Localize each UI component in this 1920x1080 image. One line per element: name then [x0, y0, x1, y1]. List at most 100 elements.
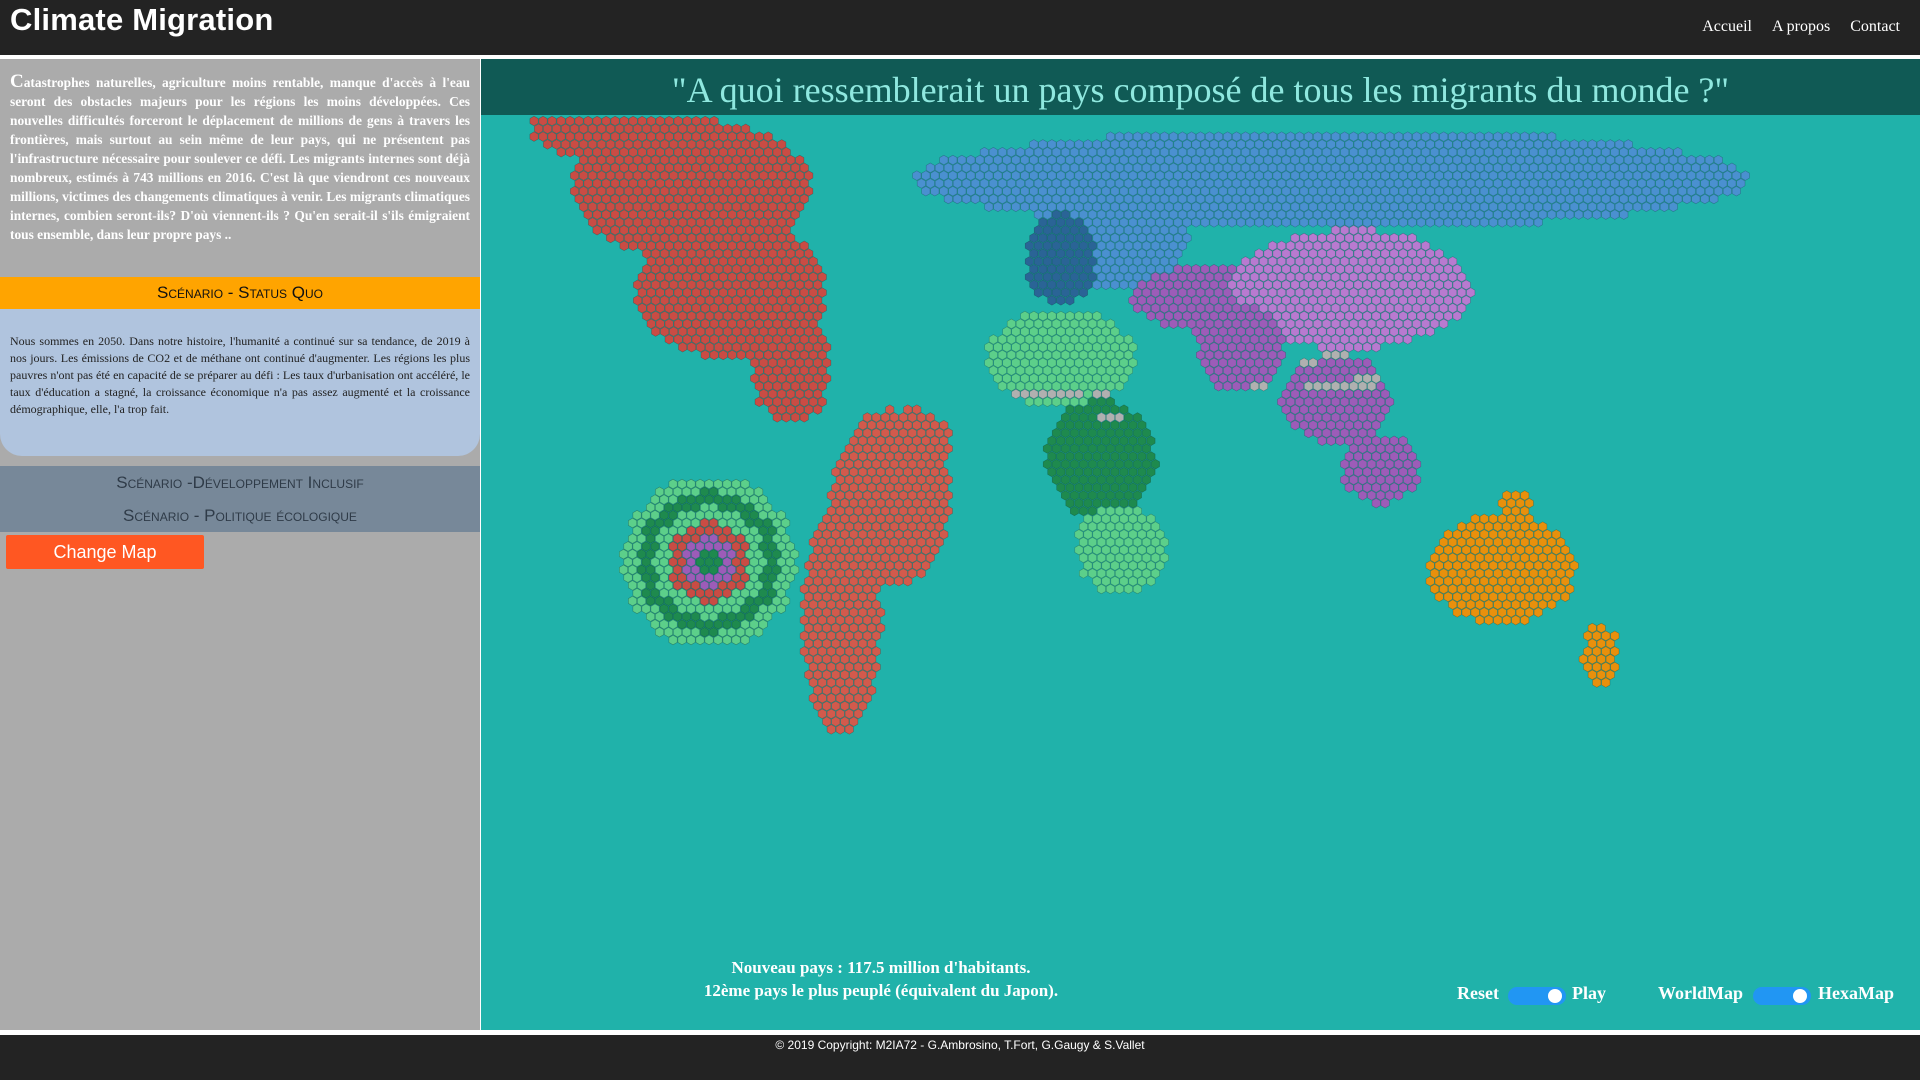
map-hex-cell[interactable] — [1367, 381, 1377, 392]
map-hex-cell[interactable] — [655, 318, 665, 329]
map-hex-cell[interactable] — [1308, 357, 1318, 368]
map-hex-cell[interactable] — [1250, 162, 1260, 173]
map-hex-cell[interactable] — [714, 279, 724, 290]
map-hex-cell[interactable] — [786, 357, 796, 368]
map-hex-cell[interactable] — [1101, 404, 1111, 415]
map-hex-cell[interactable] — [1349, 334, 1359, 345]
map-hex-cell[interactable] — [799, 646, 809, 657]
map-hex-cell[interactable] — [727, 240, 737, 251]
map-hex-cell[interactable] — [1259, 381, 1269, 392]
map-hex-cell[interactable] — [903, 420, 913, 431]
map-hex-cell[interactable] — [1290, 404, 1300, 415]
map-hex-cell[interactable] — [1326, 357, 1336, 368]
map-hex-cell[interactable] — [1475, 521, 1485, 532]
new-country-hex-cell[interactable] — [776, 588, 786, 599]
map-hex-cell[interactable] — [1006, 162, 1016, 173]
map-hex-cell[interactable] — [1141, 147, 1151, 158]
map-hex-cell[interactable] — [1290, 186, 1300, 197]
map-hex-cell[interactable] — [1515, 186, 1525, 197]
map-hex-cell[interactable] — [1209, 170, 1219, 181]
map-hex-cell[interactable] — [1430, 271, 1440, 283]
map-hex-cell[interactable] — [1254, 357, 1264, 368]
map-hex-cell[interactable] — [1128, 248, 1138, 259]
map-hex-cell[interactable] — [633, 279, 643, 290]
new-country-hex-cell[interactable] — [745, 627, 755, 638]
map-hex-cell[interactable] — [592, 193, 602, 205]
map-hex-cell[interactable] — [610, 178, 620, 189]
map-hex-cell[interactable] — [1673, 178, 1683, 189]
map-hex-cell[interactable] — [939, 466, 949, 478]
map-hex-cell[interactable] — [1268, 147, 1278, 158]
map-hex-cell[interactable] — [1168, 193, 1178, 205]
map-hex-cell[interactable] — [1394, 303, 1404, 314]
map-hex-cell[interactable] — [925, 412, 935, 423]
map-hex-cell[interactable] — [624, 186, 634, 197]
map-hex-cell[interactable] — [561, 139, 570, 150]
map-hex-cell[interactable] — [1241, 365, 1251, 376]
map-hex-cell[interactable] — [1245, 326, 1255, 337]
map-hex-cell[interactable] — [1515, 170, 1525, 181]
map-hex-cell[interactable] — [871, 599, 881, 610]
map-hex-cell[interactable] — [1295, 303, 1305, 314]
map-hex-cell[interactable] — [1394, 162, 1404, 173]
map-hex-cell[interactable] — [1128, 217, 1138, 228]
map-hex-cell[interactable] — [1344, 248, 1354, 259]
map-hex-cell[interactable] — [1191, 217, 1201, 228]
map-hex-cell[interactable] — [1376, 318, 1386, 329]
map-hex-cell[interactable] — [664, 147, 674, 158]
map-hex-cell[interactable] — [1515, 544, 1525, 556]
map-hex-cell[interactable] — [741, 310, 751, 322]
map-hex-cell[interactable] — [709, 178, 719, 189]
map-hex-cell[interactable] — [1407, 326, 1417, 337]
map-hex-cell[interactable] — [660, 295, 670, 306]
map-hex-cell[interactable] — [1168, 287, 1178, 298]
map-hex-cell[interactable] — [543, 139, 552, 150]
map-hex-cell[interactable] — [1358, 162, 1368, 173]
map-hex-cell[interactable] — [1344, 139, 1354, 150]
new-country-hex-cell[interactable] — [767, 541, 777, 552]
map-hex-cell[interactable] — [1533, 217, 1543, 228]
map-hex-cell[interactable] — [1412, 131, 1422, 142]
map-hex-cell[interactable] — [1069, 256, 1079, 267]
map-hex-cell[interactable] — [1340, 240, 1350, 251]
map-hex-cell[interactable] — [687, 248, 697, 259]
map-hex-cell[interactable] — [1317, 420, 1327, 431]
map-hex-cell[interactable] — [768, 201, 778, 212]
new-country-hex-cell[interactable] — [686, 510, 696, 521]
map-hex-cell[interactable] — [1191, 326, 1201, 337]
map-hex-cell[interactable] — [1056, 482, 1066, 493]
map-hex-cell[interactable] — [948, 186, 958, 197]
map-hex-cell[interactable] — [1524, 139, 1534, 150]
map-hex-cell[interactable] — [1065, 232, 1075, 244]
map-hex-cell[interactable] — [1439, 303, 1449, 314]
map-hex-cell[interactable] — [993, 342, 1003, 353]
map-hex-cell[interactable] — [1313, 427, 1323, 439]
map-hex-cell[interactable] — [1137, 217, 1147, 228]
map-hex-cell[interactable] — [1664, 147, 1674, 158]
map-hex-cell[interactable] — [1421, 193, 1431, 205]
map-hex-cell[interactable] — [858, 466, 868, 478]
new-country-hex-cell[interactable] — [722, 572, 732, 583]
map-hex-cell[interactable] — [1038, 357, 1048, 368]
map-hex-cell[interactable] — [943, 474, 953, 485]
map-hex-cell[interactable] — [777, 357, 787, 368]
map-hex-cell[interactable] — [768, 232, 778, 244]
map-hex-cell[interactable] — [1466, 162, 1476, 173]
map-hex-cell[interactable] — [1083, 154, 1093, 166]
map-hex-cell[interactable] — [1403, 256, 1413, 267]
map-hex-cell[interactable] — [984, 154, 994, 166]
map-hex-cell[interactable] — [804, 654, 814, 665]
map-hex-cell[interactable] — [651, 326, 661, 337]
map-hex-cell[interactable] — [1322, 427, 1332, 439]
map-hex-cell[interactable] — [1146, 186, 1156, 197]
map-hex-cell[interactable] — [813, 279, 823, 290]
new-country-hex-cell[interactable] — [646, 533, 655, 544]
map-hex-cell[interactable] — [1331, 193, 1341, 205]
map-hex-cell[interactable] — [1641, 201, 1651, 212]
map-hex-cell[interactable] — [1132, 256, 1142, 267]
map-hex-cell[interactable] — [1150, 225, 1160, 236]
map-hex-cell[interactable] — [700, 193, 710, 205]
map-hex-cell[interactable] — [1159, 147, 1169, 158]
map-hex-cell[interactable] — [1619, 178, 1629, 189]
map-hex-cell[interactable] — [768, 186, 778, 197]
